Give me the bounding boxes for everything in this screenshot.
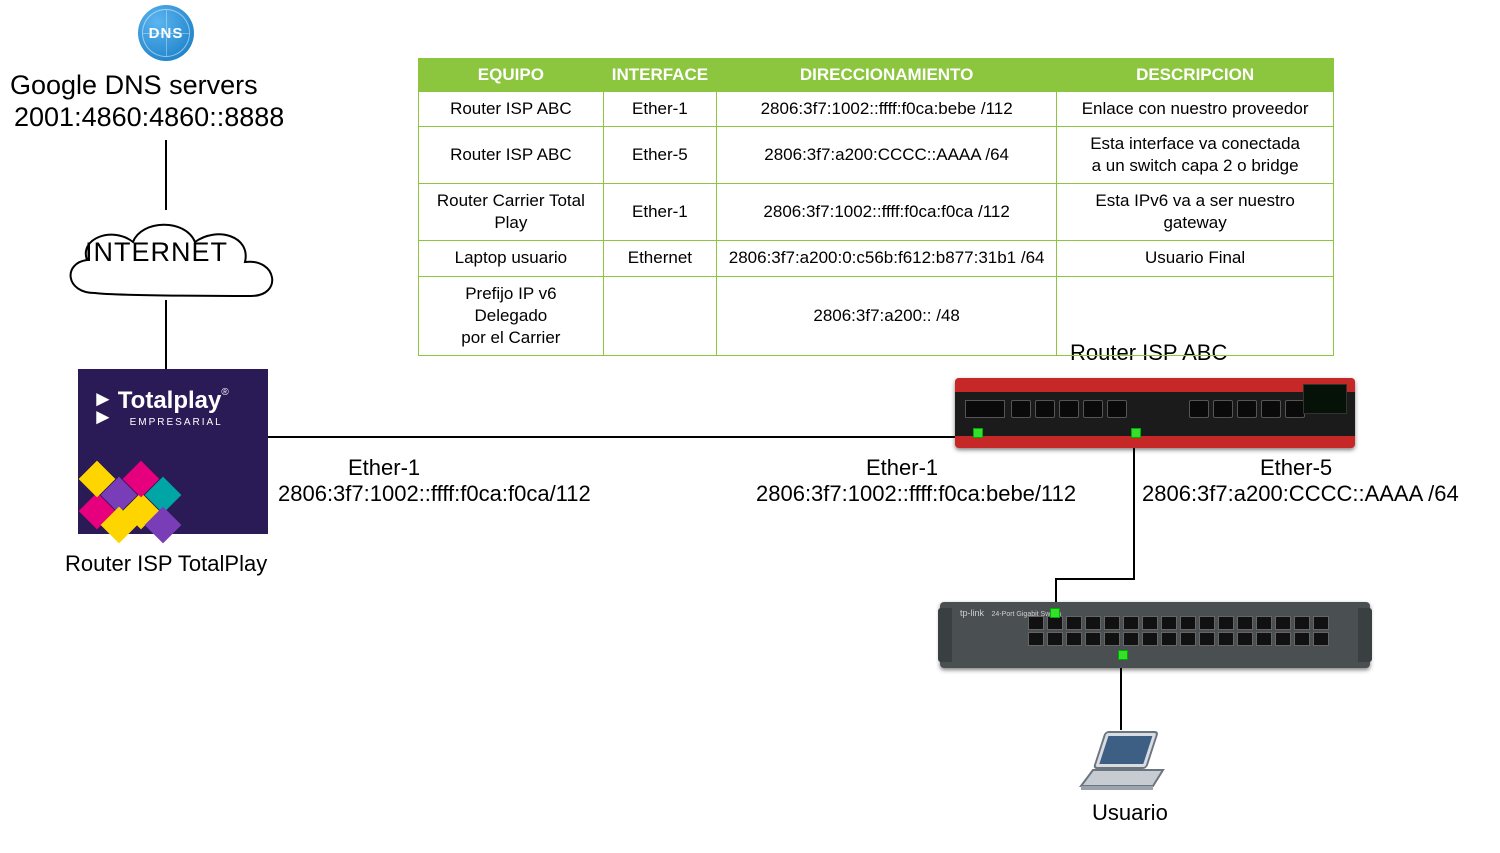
switch-ports	[1028, 616, 1329, 646]
totalplay-chevron-icon: ►►	[92, 390, 110, 426]
tp-ether1-title: Ether-1	[348, 455, 420, 481]
connector-internet-to-totalplay	[165, 300, 167, 369]
tp-ether1-addr: 2806:3f7:1002::ffff:f0ca:f0ca/112	[278, 481, 591, 507]
th-direccionamiento: DIRECCIONAMIENTO	[717, 59, 1057, 92]
table-row: Router ISP ABC Ether-5 2806:3f7:a200:CCC…	[419, 127, 1334, 184]
table-row: Router ISP ABC Ether-1 2806:3f7:1002::ff…	[419, 92, 1334, 127]
th-descripcion: DESCRIPCION	[1057, 59, 1334, 92]
router-abc-led-ether5-icon	[1131, 428, 1141, 438]
cell-dir: 2806:3f7:a200:CCCC::AAAA /64	[717, 127, 1057, 184]
table-row: Laptop usuario Ethernet 2806:3f7:a200:0:…	[419, 241, 1334, 276]
abc-ether1-title: Ether-1	[866, 455, 938, 481]
dns-address: 2001:4860:4860::8888	[14, 102, 284, 133]
switch-led-user-icon	[1118, 650, 1128, 660]
cell-equipo: Router Carrier Total Play	[419, 184, 604, 241]
router-totalplay: ►► Totalplay® EMPRESARIAL	[78, 369, 268, 534]
cell-dir: 2806:3f7:1002::ffff:f0ca:bebe /112	[717, 92, 1057, 127]
cell-dir: 2806:3f7:a200:: /48	[717, 276, 1057, 355]
cell-desc: Esta interface va conectada a un switch …	[1057, 127, 1334, 184]
laptop-caption: Usuario	[1092, 800, 1168, 826]
internet-label: INTERNET	[85, 237, 228, 268]
cell-interface: Ether-5	[603, 127, 716, 184]
table-header-row: EQUIPO INTERFACE DIRECCIONAMIENTO DESCRI…	[419, 59, 1334, 92]
abc-ether5-addr: 2806:3f7:a200:CCCC::AAAA /64	[1142, 481, 1459, 507]
router-abc-sfp-port-icon	[965, 400, 1005, 418]
dns-title: Google DNS servers	[10, 70, 258, 101]
cell-desc: Usuario Final	[1057, 241, 1334, 276]
laptop-icon	[1075, 728, 1165, 794]
cell-dir: 2806:3f7:a200:0:c56b:f612:b877:31b1 /64	[717, 241, 1057, 276]
router-totalplay-caption: Router ISP TotalPlay	[65, 551, 267, 577]
table-row: Router Carrier Total Play Ether-1 2806:3…	[419, 184, 1334, 241]
dns-globe-icon: DNS	[138, 5, 194, 61]
cell-interface: Ether-1	[603, 184, 716, 241]
connector-routerabc-to-switch-h	[1055, 578, 1135, 580]
cell-equipo: Router ISP ABC	[419, 92, 604, 127]
cell-interface: Ethernet	[603, 241, 716, 276]
cell-interface: Ether-1	[603, 92, 716, 127]
th-equipo: EQUIPO	[419, 59, 604, 92]
switch-brand-text: tp-link	[960, 608, 984, 618]
cell-desc: Esta IPv6 va a ser nuestro gateway	[1057, 184, 1334, 241]
totalplay-brand: Totalplay	[118, 387, 222, 414]
cell-interface	[603, 276, 716, 355]
connector-switch-to-laptop	[1120, 668, 1122, 730]
dns-icon-label: DNS	[149, 25, 184, 42]
router-abc-device	[955, 378, 1355, 448]
addressing-table: EQUIPO INTERFACE DIRECCIONAMIENTO DESCRI…	[418, 58, 1334, 356]
cell-desc	[1057, 276, 1334, 355]
router-abc-ports-left	[1011, 400, 1127, 418]
table-row: Prefijo IP v6 Delegado por el Carrier 28…	[419, 276, 1334, 355]
cell-equipo: Prefijo IP v6 Delegado por el Carrier	[419, 276, 604, 355]
connector-routerabc-to-switch-v	[1133, 448, 1135, 578]
th-interface: INTERFACE	[603, 59, 716, 92]
cell-dir: 2806:3f7:1002::ffff:f0ca:f0ca /112	[717, 184, 1057, 241]
abc-ether5-title: Ether-5	[1260, 455, 1332, 481]
router-abc-ports-right	[1189, 400, 1305, 418]
totalplay-sub: EMPRESARIAL	[118, 417, 223, 428]
totalplay-logo: ►► Totalplay® EMPRESARIAL	[92, 387, 254, 428]
totalplay-reg: ®	[221, 387, 228, 398]
totalplay-cubes-icon	[78, 462, 198, 534]
switch-device: tp-link 24-Port Gigabit Switch	[940, 602, 1370, 668]
router-abc-led-ether1-icon	[973, 428, 983, 438]
abc-ether1-addr: 2806:3f7:1002::ffff:f0ca:bebe/112	[756, 481, 1076, 507]
cell-equipo: Router ISP ABC	[419, 127, 604, 184]
router-abc-lcd-icon	[1303, 384, 1347, 414]
cell-desc: Enlace con nuestro proveedor	[1057, 92, 1334, 127]
connector-dns-to-internet	[165, 140, 167, 210]
cell-equipo: Laptop usuario	[419, 241, 604, 276]
connector-totalplay-to-routerabc	[268, 436, 973, 438]
switch-led-uplink-icon	[1050, 608, 1060, 618]
